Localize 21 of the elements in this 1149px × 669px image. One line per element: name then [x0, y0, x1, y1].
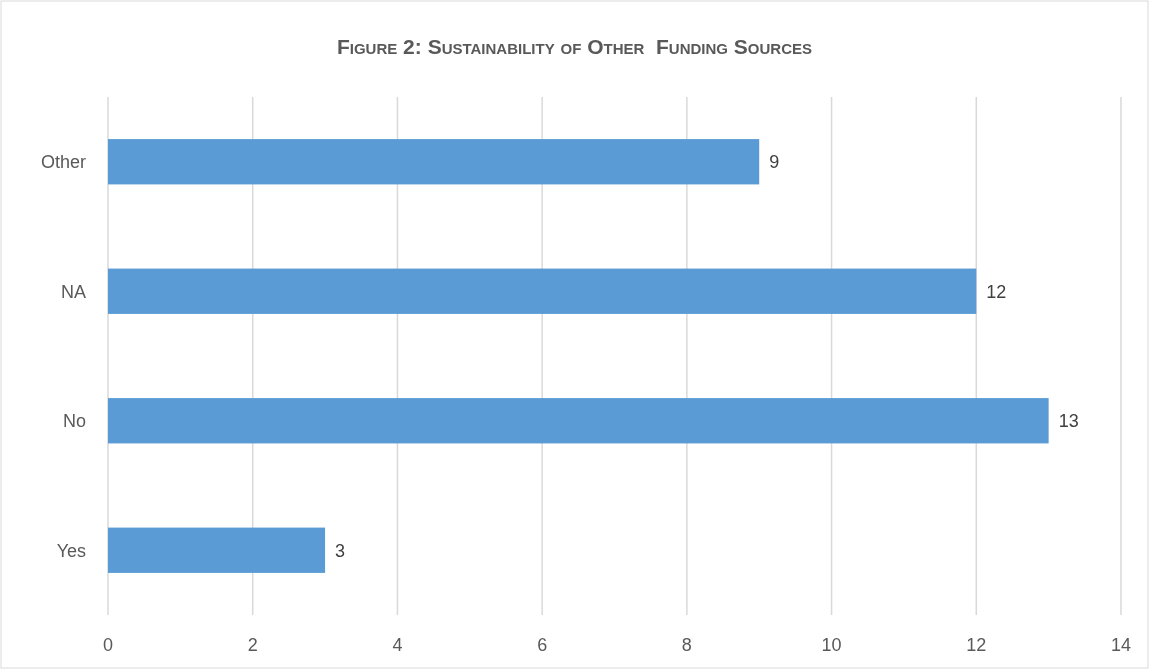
x-tick-label: 4 — [392, 635, 403, 655]
y-tick-label: NA — [60, 281, 86, 302]
x-tick-label: 8 — [681, 635, 692, 655]
bar — [108, 527, 326, 573]
data-label: 12 — [986, 281, 1007, 302]
x-tick-label: 12 — [966, 635, 987, 655]
chart-title: Figure 2: Sustainability of Other Funding Sources — [336, 35, 813, 58]
x-tick-label: 6 — [537, 635, 548, 655]
data-label: 9 — [769, 152, 780, 173]
x-tick-label: 10 — [821, 635, 842, 655]
data-label: 13 — [1058, 411, 1079, 432]
bar — [108, 398, 1049, 444]
y-tick-label: Other — [40, 152, 86, 173]
x-tick-label: 2 — [247, 635, 258, 655]
y-tick-label: Yes — [56, 540, 86, 561]
bar — [108, 139, 760, 185]
y-tick-label: No — [62, 411, 86, 432]
data-label: 3 — [335, 540, 346, 561]
x-tick-label: 0 — [102, 635, 114, 655]
x-tick-label: 14 — [1110, 635, 1132, 655]
bar — [108, 268, 977, 314]
